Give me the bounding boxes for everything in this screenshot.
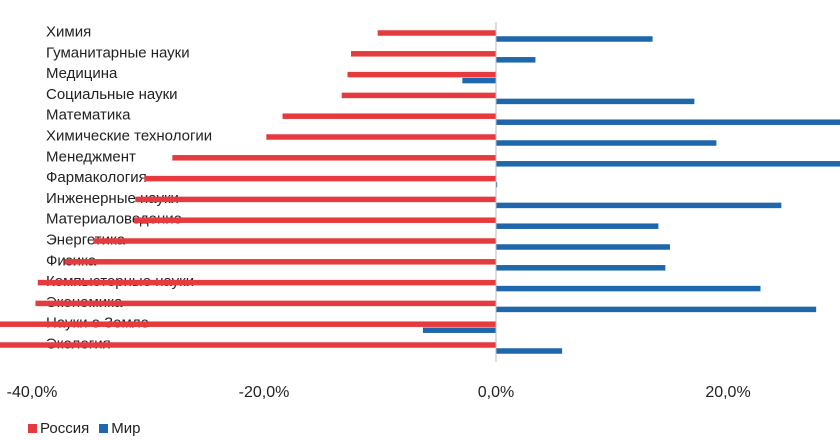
bar-russia [64,259,496,265]
legend-label-russia: Россия [40,420,90,437]
legend-swatch-russia [28,424,37,433]
x-tick-label: -40,0% [7,384,58,401]
x-tick-label: 20,0% [705,384,750,401]
bar-world [422,327,496,333]
category-label: Энергетика [46,232,126,249]
bar-russia [377,30,496,36]
bar-world [496,98,695,105]
legend-item-world: Мир [99,420,140,437]
category-label: Материаловедение [46,211,182,228]
category-label: Гуманитарные науки [46,44,190,61]
bar-russia [93,238,496,244]
x-tick-label: 0,0% [478,384,514,401]
bar-russia [37,279,497,286]
bar-russia [0,321,496,327]
bar-world [496,57,536,63]
legend-swatch-world [99,424,109,433]
bar-russia [135,196,497,203]
bar-russia [134,217,496,223]
bar-world [496,244,670,250]
legend: Россия Мир [28,420,140,437]
category-label: Химия [46,24,91,41]
bar-russia [341,92,496,99]
bar-russia [266,134,496,140]
category-label: Инженерные науки [46,190,179,207]
category-label: Менеджмент [46,148,136,165]
category-label: Медицина [46,65,118,82]
bar-russia [172,155,497,161]
category-label: Фармакология [46,169,147,186]
bar-russia [347,71,496,78]
category-label: Химические технологии [46,128,212,145]
legend-item-russia: Россия [28,420,89,437]
bar-russia [0,342,496,348]
bar-russia [35,300,496,307]
plot-area: Химия Гуманитарные науки Медицина Социальны… [0,22,840,401]
bar-russia [282,113,496,119]
bar-world [496,348,563,354]
category-label: Математика [46,107,131,124]
bar-world [496,36,653,42]
legend-label-world: Мир [111,420,141,437]
bar-world [496,140,717,146]
bar-world [496,119,840,125]
bar-world [496,285,761,292]
bar-russia [351,51,496,57]
bar-world [496,202,782,209]
bar-world [496,306,817,313]
x-tick-label: -20,0% [239,384,290,401]
bar-world [496,161,840,167]
bar-world [496,181,498,188]
category-label: Социальные науки [46,86,178,103]
bar-world [496,223,659,229]
bar-russia [144,175,496,182]
bar-world [496,265,666,271]
bar-world [462,77,496,84]
